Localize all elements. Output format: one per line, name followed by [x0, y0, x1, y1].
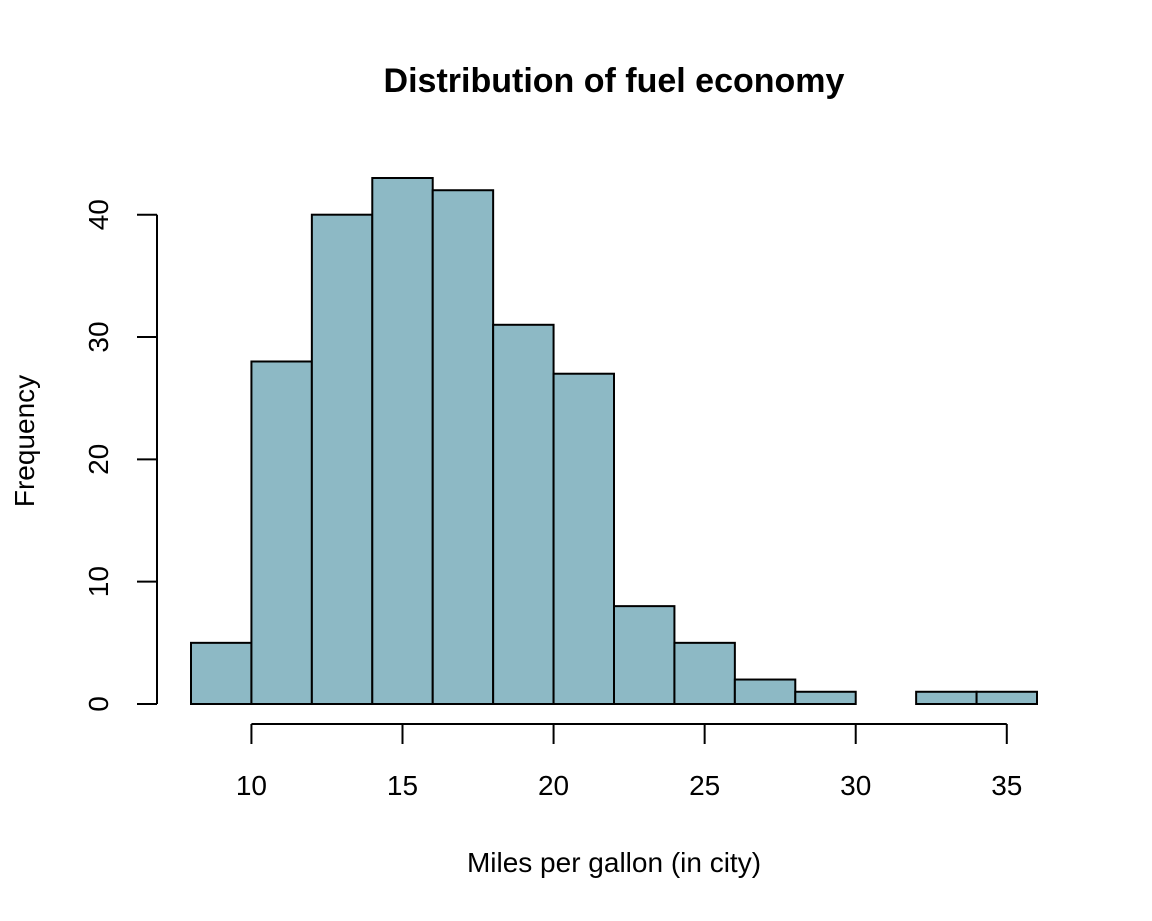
- x-tick-label: 10: [236, 770, 267, 801]
- histogram-bar: [310, 213, 374, 706]
- x-tick-label: 35: [991, 770, 1022, 801]
- x-tick-label: 30: [840, 770, 871, 801]
- x-axis: 10 15 20 25 30 35: [236, 723, 1022, 801]
- y-tick-label: 40: [83, 199, 114, 230]
- histogram-bar: [733, 678, 797, 706]
- x-tick-label: 25: [689, 770, 720, 801]
- x-tick-label: 20: [538, 770, 569, 801]
- chart-title: Distribution of fuel economy: [384, 62, 845, 100]
- histogram-bar: [250, 360, 313, 705]
- histogram-bar: [431, 189, 495, 706]
- histogram-bar: [552, 372, 615, 705]
- histogram-bar: [915, 690, 978, 706]
- x-tick-label: 15: [387, 770, 418, 801]
- y-tick-label: 10: [83, 566, 114, 597]
- histogram-bar: [673, 641, 736, 706]
- y-tick-label: 0: [83, 696, 114, 712]
- y-tick-label: 20: [83, 444, 114, 475]
- bars-group: [190, 177, 1038, 706]
- histogram-bar: [975, 690, 1038, 706]
- y-axis-title: Frequency: [9, 375, 40, 507]
- y-tick-label: 30: [83, 321, 114, 352]
- histogram-bar: [794, 690, 857, 706]
- histogram-bar: [492, 323, 555, 705]
- x-axis-title: Miles per gallon (in city): [467, 847, 761, 878]
- y-axis: 0 10 20 30 40: [83, 199, 158, 712]
- histogram-bar: [371, 177, 434, 705]
- histogram-bar: [613, 605, 676, 705]
- histogram-bar: [190, 641, 253, 706]
